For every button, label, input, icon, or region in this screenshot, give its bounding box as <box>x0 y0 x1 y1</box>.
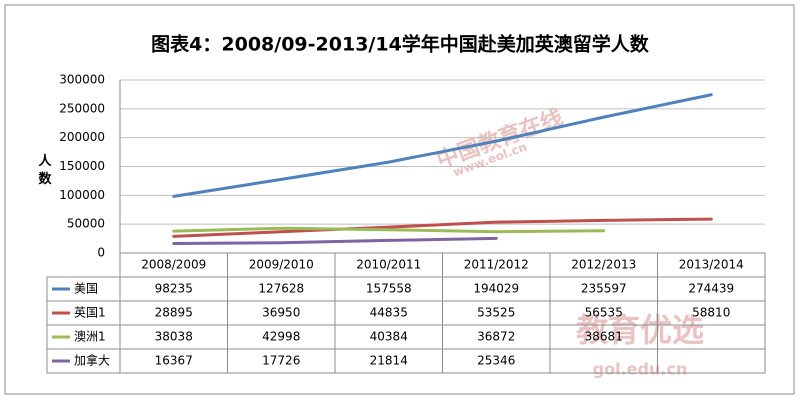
x-tick-label: 2011/2012 <box>464 258 529 272</box>
y-tick-label: 50000 <box>67 217 105 231</box>
table-cell <box>657 348 766 374</box>
series-line <box>172 93 713 198</box>
table-value: 17726 <box>262 354 300 368</box>
y-tick-label: 100000 <box>59 188 105 202</box>
table-value: 58810 <box>692 306 730 320</box>
table-value: 40384 <box>370 330 408 344</box>
watermark: gol.edu.cn <box>593 360 688 379</box>
x-tick-label: 2013/2014 <box>679 258 744 272</box>
chart-frame <box>4 4 795 395</box>
x-tick-label: 2009/2010 <box>249 258 314 272</box>
table-value: 42998 <box>262 330 300 344</box>
table-value: 44835 <box>370 306 408 320</box>
legend-label: 英国1 <box>74 306 106 320</box>
legend-label: 加拿大 <box>74 353 110 368</box>
table-value: 21814 <box>370 354 408 368</box>
y-tick-label: 200000 <box>59 130 105 144</box>
table-value: 53525 <box>477 306 515 320</box>
legend-label: 澳洲1 <box>74 330 106 344</box>
series-line <box>172 236 498 246</box>
table-value: 16367 <box>155 354 193 368</box>
x-tick-label: 2012/2013 <box>571 258 636 272</box>
table-value: 36950 <box>262 306 300 320</box>
table-value: 157558 <box>366 282 412 296</box>
table-value: 28895 <box>155 306 193 320</box>
x-tick-label: 2008/2009 <box>141 258 206 272</box>
series-line <box>172 217 713 238</box>
table-value: 38681 <box>585 330 623 344</box>
table-value: 98235 <box>155 282 193 296</box>
table-value: 36872 <box>477 330 515 344</box>
x-tick-label: 2010/2011 <box>356 258 421 272</box>
chart-title: 图表4：2008/09-2013/14学年中国赴美加英澳留学人数 <box>151 33 650 56</box>
y-tick-label: 250000 <box>59 101 105 115</box>
table-value: 25346 <box>477 354 515 368</box>
y-tick-label: 300000 <box>59 73 105 87</box>
table-value: 274439 <box>688 282 734 296</box>
y-axis-label: 人数 <box>38 153 52 187</box>
table-value: 38038 <box>155 330 193 344</box>
y-tick-label: 150000 <box>59 159 105 173</box>
series-line <box>172 226 606 234</box>
table-value: 194029 <box>473 282 519 296</box>
table-value: 127628 <box>258 282 304 296</box>
table-value: 235597 <box>581 282 627 296</box>
legend-label: 美国 <box>74 282 98 296</box>
table-value: 56535 <box>585 306 623 320</box>
y-tick-label: 0 <box>97 246 105 260</box>
watermark: 教育优选 <box>576 311 704 349</box>
